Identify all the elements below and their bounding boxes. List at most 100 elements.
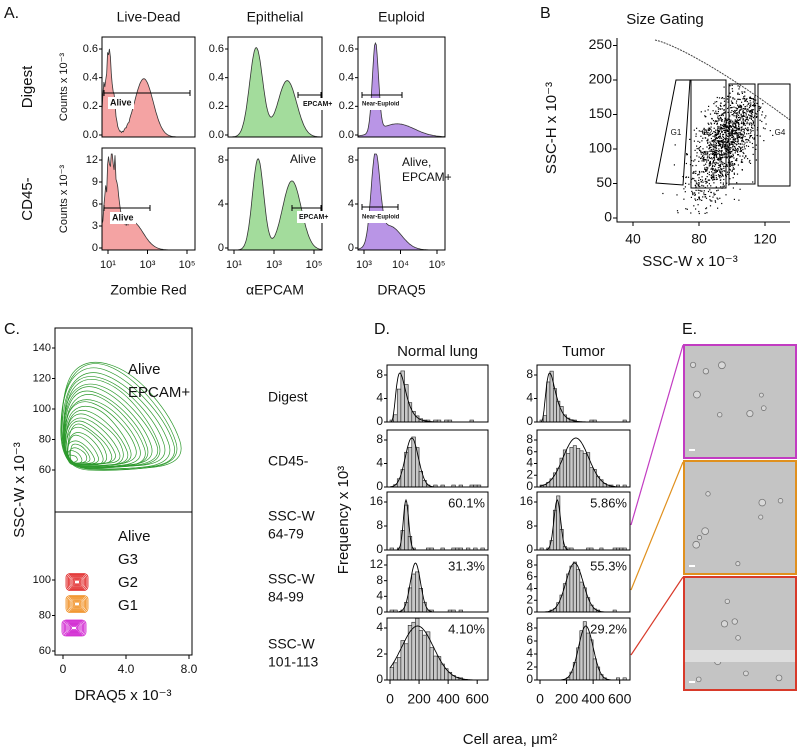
plot-frame — [101, 36, 196, 138]
cell — [701, 527, 709, 535]
scatter-dot — [703, 160, 705, 162]
scatter-dot — [736, 120, 738, 122]
scatter-dot — [695, 186, 697, 188]
scatter-dot — [746, 111, 748, 113]
contour — [74, 601, 80, 607]
scatter-dot — [700, 150, 702, 152]
scatter-dot — [697, 185, 699, 187]
scatter-dot — [700, 181, 702, 183]
scatter-dot — [707, 190, 710, 193]
scatter-dot — [704, 130, 706, 132]
scatter-dot — [739, 109, 741, 111]
scatter-dot — [724, 137, 726, 140]
scatter-dot — [715, 129, 717, 131]
scatter-dot — [703, 171, 705, 173]
scatter-dot — [718, 97, 721, 99]
scatter-dot — [731, 114, 733, 116]
scatter-dot — [752, 123, 754, 125]
scatter-dot — [751, 142, 753, 145]
scatter-dot — [710, 150, 712, 152]
scatter-dot — [695, 164, 697, 167]
histogram-bar — [569, 447, 574, 488]
scatter-dot — [731, 150, 733, 153]
scatter-dot — [704, 152, 706, 154]
scatter-dot — [741, 146, 743, 148]
scatter-dot — [735, 125, 737, 127]
scatter-dot — [707, 159, 709, 162]
scatter-dot — [719, 158, 721, 160]
y-tick-label: 100 — [33, 574, 51, 586]
scatter-dot — [712, 135, 714, 137]
scatter-dot — [696, 183, 698, 185]
contour — [66, 574, 88, 590]
scatter-dot — [726, 148, 728, 150]
contour — [68, 596, 86, 612]
scatter-dot — [715, 178, 717, 181]
scatter-dot — [733, 106, 735, 108]
scatter-dot — [687, 176, 690, 178]
scatter-dot — [715, 177, 717, 179]
scatter-dot — [716, 134, 719, 136]
scatter-dot — [705, 150, 707, 153]
scatter-dot — [727, 173, 729, 175]
scatter-dot — [729, 151, 731, 153]
scatter-dot — [736, 173, 739, 175]
scatter-dot — [723, 123, 725, 125]
scatter-dot — [729, 161, 731, 163]
scatter-dot — [733, 122, 735, 124]
scatter-dot — [721, 124, 723, 126]
scatter-dot — [714, 193, 716, 195]
panel-label: A. — [4, 5, 19, 22]
y-tick-label: 0 — [526, 479, 533, 493]
cell — [743, 670, 749, 677]
x-tick-label: 10³ — [266, 259, 282, 271]
scatter-dot — [703, 153, 705, 155]
scatter-dot — [723, 98, 725, 100]
scatter-dot — [717, 140, 719, 143]
gate-label-bg — [301, 98, 335, 110]
scatter-dot — [721, 162, 723, 164]
scatter-dot — [703, 192, 705, 194]
scatter-dot — [746, 101, 748, 103]
scatter-dot — [730, 132, 732, 134]
scatter-dot — [732, 130, 734, 132]
scatter-dot — [750, 102, 752, 104]
scatter-dot — [717, 106, 719, 109]
scatter-dot — [707, 122, 709, 124]
scatter-dot — [737, 129, 739, 131]
scatter-dot — [694, 180, 696, 182]
scatter-dot — [719, 171, 721, 173]
histogram-bar — [400, 640, 405, 681]
plot-frame — [227, 36, 323, 138]
scatter-dot — [751, 127, 753, 129]
scatter-dot — [714, 139, 716, 141]
scatter-dot — [750, 122, 752, 124]
scatter-dot — [714, 153, 716, 155]
scatter-dot — [713, 162, 716, 164]
scatter-dot — [727, 135, 729, 137]
scatter-dot — [741, 138, 743, 140]
plot-frame — [536, 429, 631, 488]
scatter-dot — [718, 152, 720, 154]
scatter-dot — [708, 171, 710, 173]
scatter-dot — [737, 154, 740, 156]
scatter-dot — [708, 135, 710, 137]
scatter-dot — [729, 178, 731, 180]
y-tick-label: 0.4 — [83, 72, 98, 84]
scatter-dot — [737, 93, 739, 95]
scatter-dot — [693, 192, 695, 194]
scatter-dot — [721, 113, 723, 115]
scatter-dot — [748, 161, 750, 163]
scatter-dot — [685, 176, 687, 179]
x-axis-label: DRAQ5 x 10⁻³ — [74, 687, 171, 704]
scatter-dot — [708, 154, 710, 156]
scatter-dot — [720, 163, 722, 165]
scatter-dot — [701, 140, 703, 142]
scatter-dot — [698, 177, 700, 179]
scatter-dot — [696, 152, 698, 154]
y-tick-label: 0 — [218, 242, 224, 254]
scatter-dot — [712, 152, 714, 154]
scatter-dot — [731, 134, 733, 136]
scatter-dot — [714, 201, 717, 203]
scatter-dot — [733, 173, 735, 175]
